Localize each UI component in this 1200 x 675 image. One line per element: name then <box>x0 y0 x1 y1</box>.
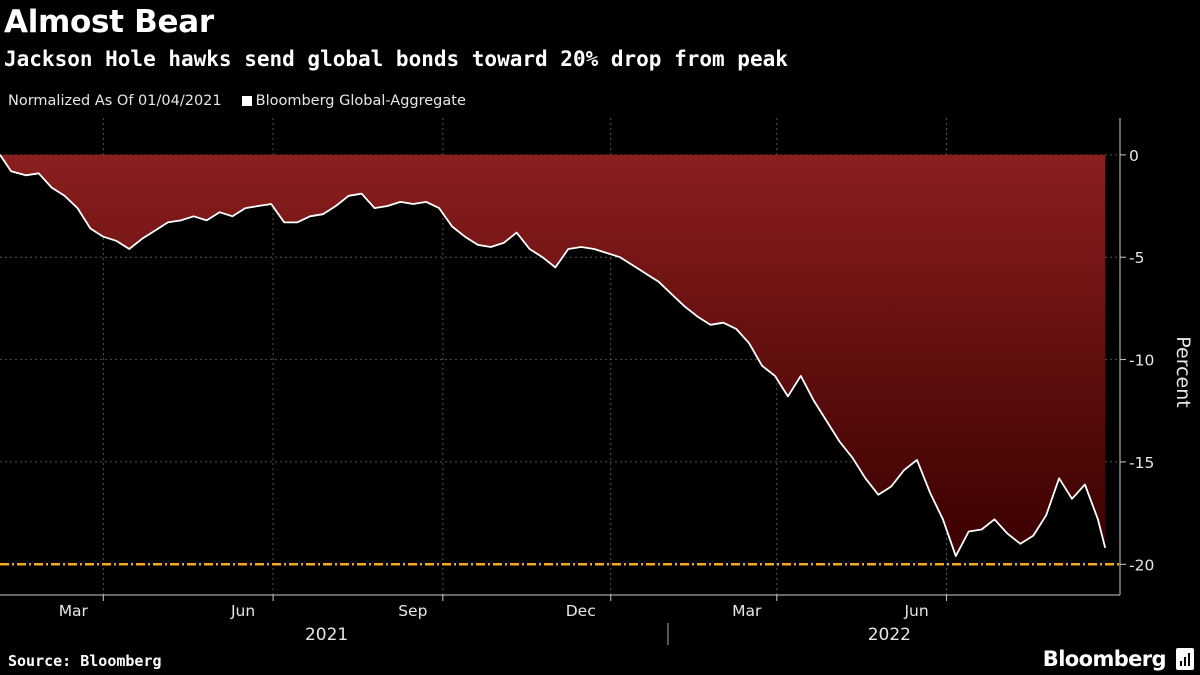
x-tick-label: Mar <box>732 602 762 620</box>
normalization-note: Normalized As Of 01/04/2021 <box>8 93 222 109</box>
x-tick-label: Jun <box>230 602 255 620</box>
legend-entry-series: Bloomberg Global-Aggregate <box>255 93 466 109</box>
y-tick-label: -5 <box>1129 249 1144 267</box>
brand-wordmark: Bloomberg <box>1042 647 1167 671</box>
y-tick-label: -15 <box>1129 454 1154 472</box>
x-year-label: 2022 <box>868 625 911 645</box>
series-line <box>0 154 1107 557</box>
series-area <box>0 154 1106 557</box>
chart-title: Almost Bear <box>4 4 214 40</box>
x-tick-label: Dec <box>566 602 596 620</box>
x-tick-label: Jun <box>903 602 928 620</box>
y-axis-label: Percent <box>1172 336 1194 408</box>
chart-subtitle: Jackson Hole hawks send global bonds tow… <box>4 47 788 71</box>
x-tick-label: Mar <box>59 602 89 620</box>
y-tick-label: -10 <box>1129 352 1154 370</box>
source-note: Source: Bloomberg <box>8 652 162 670</box>
bloomberg-terminal-icon <box>1176 648 1194 670</box>
chart-legend: Normalized As Of 01/04/2021 Bloomberg Gl… <box>8 90 466 112</box>
legend-swatch <box>241 96 252 106</box>
y-tick-label: 0 <box>1129 147 1139 165</box>
x-year-label: 2021 <box>305 625 348 645</box>
x-tick-label: Sep <box>398 602 427 620</box>
y-tick-label: -20 <box>1129 556 1154 574</box>
